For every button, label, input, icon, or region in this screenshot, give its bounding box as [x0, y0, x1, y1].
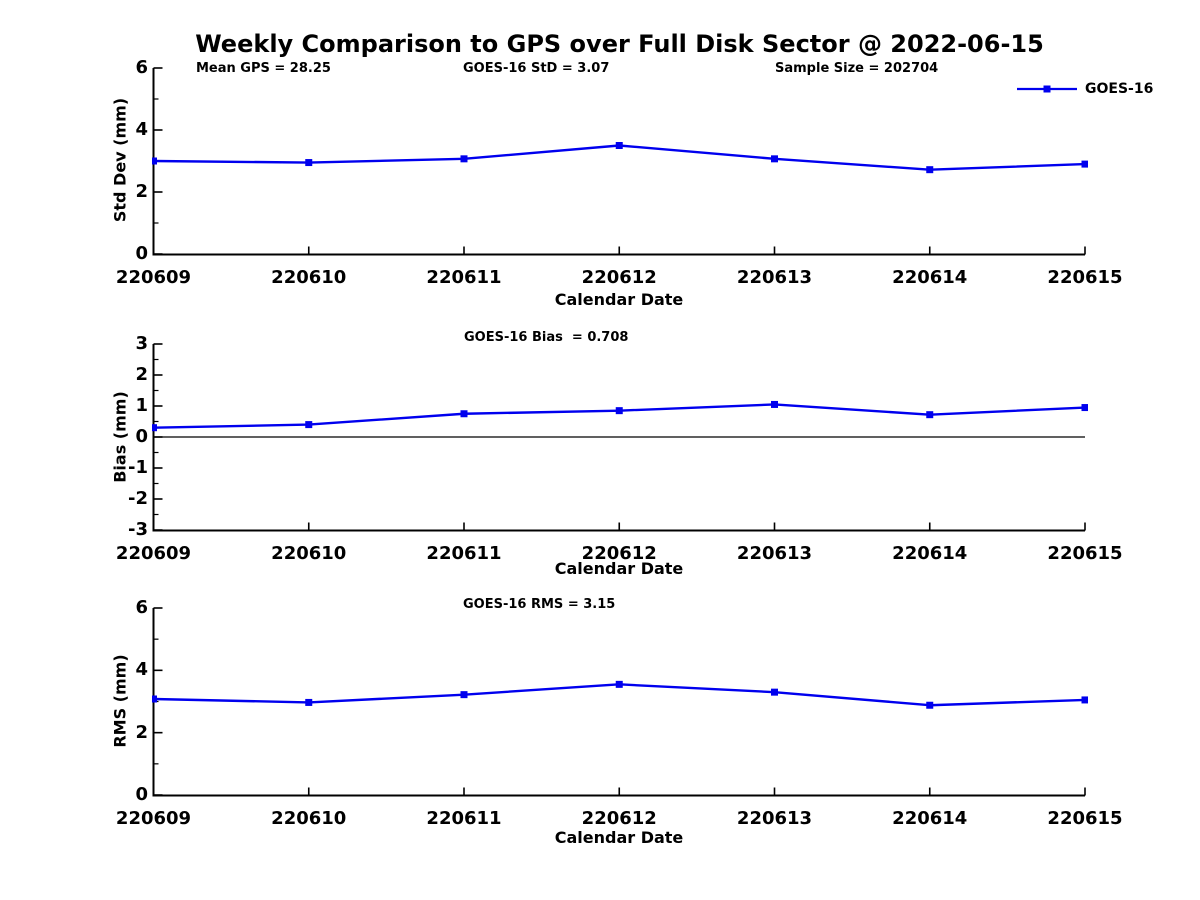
- y-tick-label: -3: [128, 519, 148, 540]
- data-point-marker: [150, 157, 157, 165]
- legend-marker-icon: [1043, 85, 1051, 93]
- y-tick-label: 3: [135, 333, 148, 354]
- y-axis-label-std-dev: Std Dev (mm): [110, 97, 130, 223]
- plot-area-rms: [150, 607, 1089, 801]
- data-point-marker: [150, 695, 157, 703]
- y-tick-label: 6: [135, 597, 148, 618]
- x-tick-label: 220613: [736, 808, 813, 829]
- data-point-marker: [771, 155, 778, 163]
- data-point-marker: [1081, 696, 1089, 704]
- annotation-mean-gps: Mean GPS = 28.25: [196, 61, 331, 76]
- y-tick-label: 2: [135, 364, 148, 385]
- annotation-goes16-rms: GOES-16 RMS = 3.15: [463, 597, 616, 612]
- chart-title: Weekly Comparison to GPS over Full Disk …: [195, 30, 1044, 58]
- annotation-goes16-bias: GOES-16 Bias = 0.708: [464, 330, 629, 345]
- x-tick-label: 220610: [271, 808, 347, 829]
- series-line: [153, 144, 1086, 171]
- y-axis-label-bias: Bias (mm): [110, 391, 130, 483]
- data-point-marker: [305, 421, 313, 429]
- plot-svg: [150, 67, 1089, 256]
- data-point-marker: [460, 691, 468, 699]
- x-tick-label: 220615: [1047, 808, 1123, 829]
- data-point-marker: [615, 407, 623, 415]
- plot-area-std-dev: [150, 67, 1089, 260]
- x-tick-label: 220614: [892, 543, 968, 564]
- x-axis-label-calendar-date-1: Calendar Date: [554, 290, 684, 309]
- x-axis-label-calendar-date-2: Calendar Date: [554, 559, 684, 578]
- data-point-marker: [460, 410, 468, 418]
- x-tick-label: 220609: [115, 543, 192, 564]
- x-tick-label: 220612: [581, 808, 657, 829]
- data-point-marker: [926, 701, 934, 709]
- y-tick-label: 0: [135, 426, 148, 447]
- y-tick-label: 2: [135, 721, 148, 743]
- x-tick-label: 220609: [115, 808, 192, 829]
- x-tick-label: 220609: [115, 267, 192, 288]
- x-tick-label: 220610: [271, 543, 347, 564]
- x-tick-label: 220613: [736, 543, 813, 564]
- y-tick-label: 0: [135, 784, 148, 805]
- x-tick-label: 220612: [581, 267, 657, 288]
- legend-label: GOES-16: [1085, 81, 1154, 97]
- x-tick-label: 220611: [426, 543, 502, 564]
- y-tick-label: -1: [128, 457, 148, 478]
- y-tick-label: 6: [135, 57, 148, 78]
- plot-svg: [150, 607, 1089, 797]
- y-tick-label: 2: [135, 181, 148, 202]
- x-tick-label: 220615: [1047, 267, 1123, 288]
- data-point-marker: [615, 680, 623, 688]
- x-tick-label: 220611: [426, 267, 502, 288]
- data-point-marker: [150, 424, 157, 432]
- data-point-marker: [771, 400, 778, 408]
- series-line: [153, 403, 1086, 429]
- y-tick-label: 0: [135, 243, 148, 264]
- x-axis-label-calendar-date-3: Calendar Date: [554, 828, 684, 847]
- plot-area-bias: [150, 343, 1089, 536]
- y-tick-label: 4: [135, 659, 148, 681]
- data-point-marker: [305, 159, 313, 167]
- data-point-marker: [771, 688, 778, 696]
- x-tick-label: 220614: [892, 267, 968, 288]
- data-point-marker: [305, 698, 313, 706]
- data-point-marker: [1081, 160, 1089, 168]
- x-tick-label: 220614: [892, 808, 968, 829]
- annotation-goes16-std: GOES-16 StD = 3.07: [463, 61, 610, 76]
- data-point-marker: [926, 411, 934, 419]
- data-point-marker: [460, 155, 468, 163]
- x-tick-label: 220613: [736, 267, 813, 288]
- plot-svg: [150, 343, 1089, 532]
- x-tick-label: 220612: [581, 543, 657, 564]
- data-point-marker: [1081, 404, 1089, 412]
- series-line: [153, 683, 1086, 707]
- x-tick-label: 220611: [426, 808, 502, 829]
- x-tick-label: 220615: [1047, 543, 1123, 564]
- legend-line-sample: [1017, 85, 1077, 93]
- annotation-sample-size: Sample Size = 202704: [775, 61, 939, 76]
- y-axis-label-rms: RMS (mm): [110, 654, 130, 748]
- y-tick-label: 4: [135, 119, 148, 140]
- y-tick-label: -2: [128, 488, 148, 509]
- data-point-marker: [926, 166, 934, 174]
- data-point-marker: [615, 142, 623, 149]
- x-tick-label: 220610: [271, 267, 347, 288]
- y-tick-label: 1: [135, 395, 148, 416]
- legend: GOES-16: [1016, 81, 1153, 97]
